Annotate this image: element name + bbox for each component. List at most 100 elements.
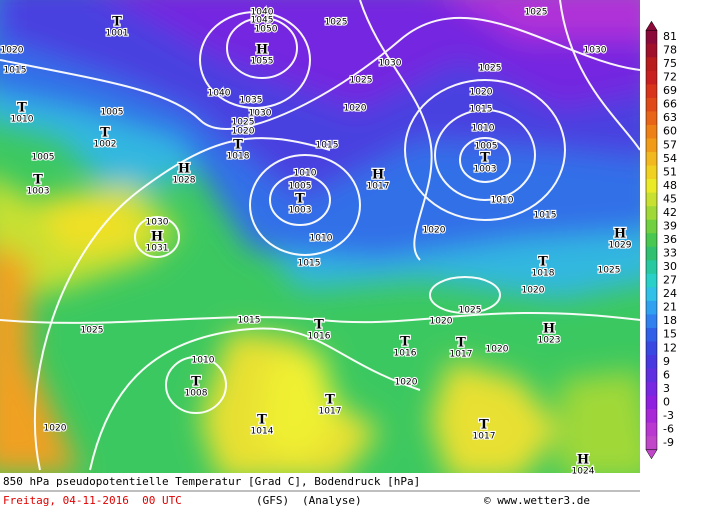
colorbar-outline [645,29,658,451]
isobar-label: 1015 [316,141,339,151]
isobar-label: 1045 [251,16,274,26]
isobar-label: 1025 [81,326,104,336]
colorbar-label: 63 [663,111,677,124]
colorbar-label: 60 [663,125,677,138]
colorbar-label: -6 [663,422,674,435]
pressure-symbol: T [480,151,490,166]
isobar-label: 1015 [4,66,27,76]
pressure-value: 1055 [251,57,274,67]
isobar-label: 1020 [1,46,24,56]
isobar-label: 1010 [310,234,333,244]
colorbar-label: 24 [663,287,677,300]
pressure-symbol: T [112,15,122,30]
caption-run: (Analyse) [302,494,362,507]
colorbar-swatch [646,436,657,451]
isobar-label: 1025 [232,118,255,128]
colorbar-swatch [646,57,657,72]
colorbar-swatch [646,327,657,342]
colorbar-label: 54 [663,152,677,165]
caption-date: Freitag, 04-11-2016 00 UTC [3,494,182,507]
isobar-label: 1025 [459,306,482,316]
pressure-symbol: H [178,162,190,177]
colorbar-label: 66 [663,98,677,111]
colorbar-swatch [646,165,657,180]
isobar-label: 1030 [379,59,402,69]
colorbar-swatch [646,84,657,99]
colorbar-swatch [646,233,657,248]
isobar-label: 1040 [251,8,274,18]
pressure-symbol: T [400,335,410,350]
pressure-value: 1003 [289,206,312,216]
pressure-value: 1029 [609,241,632,251]
colorbar-label: -9 [663,436,674,449]
isobar-label: 1025 [325,18,348,28]
isobar-label: 1050 [255,25,278,35]
colorbar-label: 69 [663,84,677,97]
pressure-symbol: T [100,126,110,141]
colorbar-label: 81 [663,30,677,43]
colorbar-swatch [646,273,657,288]
pressure-symbol: T [325,393,335,408]
pressure-symbol: T [295,192,305,207]
isobar-label: 1030 [249,109,272,119]
caption-credit: © www.wetter3.de [484,494,590,507]
pressure-value: 1031 [146,244,169,254]
colorbar-swatch [646,287,657,302]
isobar-label: 1020 [232,127,255,137]
isobar-label: 1005 [289,182,312,192]
pressure-symbol: T [191,375,201,390]
colorbar-swatch [646,260,657,275]
isobar-label: 1010 [472,124,495,134]
pressure-value: 1001 [106,29,129,39]
isobar-label: 1020 [522,286,545,296]
colorbar-swatch [646,314,657,329]
isobar-label: 1025 [350,76,373,86]
isobar-label: 1020 [430,317,453,327]
isobar-label: 1020 [470,88,493,98]
colorbar-swatch [646,422,657,437]
isobar-label: 1015 [534,211,557,221]
isobar-label: 1025 [479,64,502,74]
colorbar-swatch [646,300,657,315]
pressure-value: 1016 [394,349,417,359]
isobar-label: 1020 [423,226,446,236]
pressure-value: 1023 [538,336,561,346]
colorbar-label: 39 [663,219,677,232]
caption-model: (GFS) [256,494,289,507]
colorbar-label: 51 [663,165,677,178]
pressure-symbol: H [614,227,626,242]
colorbar-swatch [646,70,657,85]
pressure-symbol: T [233,138,243,153]
isobar-label: 1010 [491,196,514,206]
colorbar-swatch [646,368,657,383]
pressure-value: 1008 [185,389,208,399]
pressure-value: 1017 [319,407,342,417]
isobar-label: 1025 [525,8,548,18]
colorbar-swatch [646,355,657,370]
pressure-symbol: H [372,168,384,183]
colorbar-label: 48 [663,179,677,192]
colorbar-swatch [646,219,657,234]
pressure-symbol: T [257,413,267,428]
pressure-value: 1018 [532,269,555,279]
pressure-value: 1028 [173,176,196,186]
isobar-label: 1010 [192,356,215,366]
caption-title: 850 hPa pseudopotentielle Temperatur [Gr… [3,475,420,488]
colorbar-swatch [646,111,657,126]
isobar-label: 1030 [584,46,607,56]
isobar-label: 1040 [208,89,231,99]
colorbar-label: 18 [663,314,677,327]
pressure-symbol: T [33,173,43,188]
colorbar-swatch [646,124,657,139]
isobar-label: 1030 [146,218,169,228]
colorbar-label: 57 [663,138,677,151]
pressure-symbol: H [256,43,268,58]
pressure-value: 1024 [572,467,595,477]
colorbar-swatch [646,30,657,45]
caption-area [0,473,640,513]
colorbar-label: 12 [663,341,677,354]
isobar-label: 1005 [475,142,498,152]
colorbar-swatch [646,382,657,397]
pressure-value: 1016 [308,332,331,342]
